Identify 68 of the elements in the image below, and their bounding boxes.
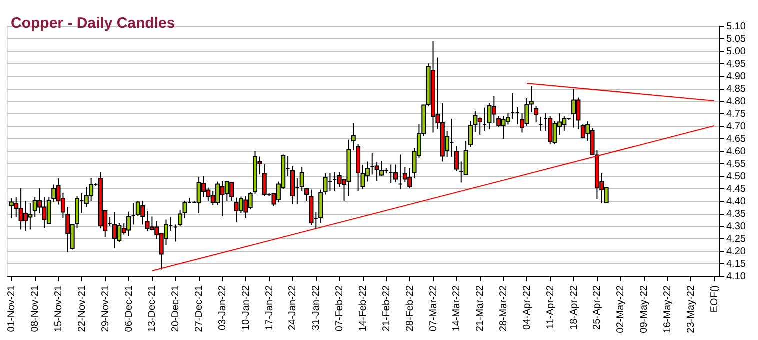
x-tick-label: 24-Jan-22 [288,285,299,331]
candlestick [468,120,473,148]
candlestick [379,160,384,176]
x-tick-label: 23-May-22 [686,285,697,334]
y-tick-label: 5.00 [726,46,746,58]
x-tick-label: 31-Jan-22 [311,285,322,331]
x-tick-label: 14-Feb-22 [358,285,369,332]
y-tick-label: 4.30 [726,222,746,232]
candlestick [506,113,510,126]
candlestick [572,88,576,128]
x-tick-label: EOF() [709,286,720,313]
candlestick [351,123,356,151]
x-tick-label: 04-Apr-22 [522,285,533,330]
x-tick-label: 15-Nov-21 [54,285,65,332]
y-tick-label: 4.10 [726,272,746,282]
x-tick-label: 03-Jan-22 [217,285,228,331]
x-tick-label: 28-Feb-22 [404,285,416,332]
candlestick [300,166,304,192]
y-tick-label: 5.05 [726,34,746,45]
y-tick-label: 4.80 [726,96,746,108]
y-tick-label: 4.45 [726,184,746,195]
candlestick [178,210,183,226]
candlestick [374,162,380,182]
x-tick-label: 06-Dec-21 [124,285,135,332]
candlestick [464,140,468,176]
candlestick [182,200,188,219]
y-tick-label: 4.25 [726,234,746,245]
y-tick-label: 4.65 [726,134,746,145]
x-tick-label: 28-Mar-22 [498,285,510,332]
x-tick-label: 09-May-22 [639,285,650,334]
candlestick [394,164,398,183]
x-tick-label: 10-Jan-22 [240,285,252,331]
x-tick-label: 18-Apr-22 [568,285,580,330]
chart-title: Copper - Daily Candles [11,15,176,32]
x-tick-label: 02-May-22 [616,285,627,334]
x-tick-label: 16-May-22 [662,285,674,334]
x-tick-label: 07-Feb-22 [334,285,346,332]
x-tick-label: 01-Nov-21 [6,285,18,332]
x-tick-label: 29-Nov-21 [100,285,112,332]
y-tick-label: 4.40 [726,196,746,208]
x-tick-label: 08-Nov-21 [30,285,42,332]
x-tick-label: 11-Apr-22 [545,285,556,330]
y-tick-label: 4.20 [726,246,746,258]
y-tick-label: 4.75 [726,109,746,120]
candlestick [262,164,267,196]
candlestick [534,106,539,123]
y-tick-label: 4.35 [726,209,746,220]
x-tick-label: 25-Apr-22 [592,285,604,330]
x-tick-label: 17-Jan-22 [264,285,276,331]
y-tick-label: 4.55 [726,159,746,170]
x-tick-label: 21-Feb-22 [381,285,392,332]
y-tick-label: 4.50 [726,172,746,182]
x-tick-label: 14-Mar-22 [452,285,463,332]
y-tick-label: 4.70 [726,122,746,132]
y-tick-label: 4.15 [726,259,746,270]
x-tick-label: 21-Mar-22 [475,285,486,332]
x-tick-label: 13-Dec-21 [147,285,158,332]
x-tick-label: 20-Dec-21 [170,285,182,332]
y-tick-label: 4.85 [726,84,746,95]
x-tick-label: 22-Nov-21 [76,285,88,332]
candlestick [454,146,459,172]
candlestick [323,173,328,196]
x-tick-label: 27-Dec-21 [194,285,206,332]
y-tick-label: 4.60 [726,146,746,158]
y-tick-label: 5.10 [726,22,746,32]
x-tick-label: 07-Mar-22 [428,285,440,332]
y-tick-label: 4.95 [726,59,746,70]
y-tick-label: 4.90 [726,72,746,82]
